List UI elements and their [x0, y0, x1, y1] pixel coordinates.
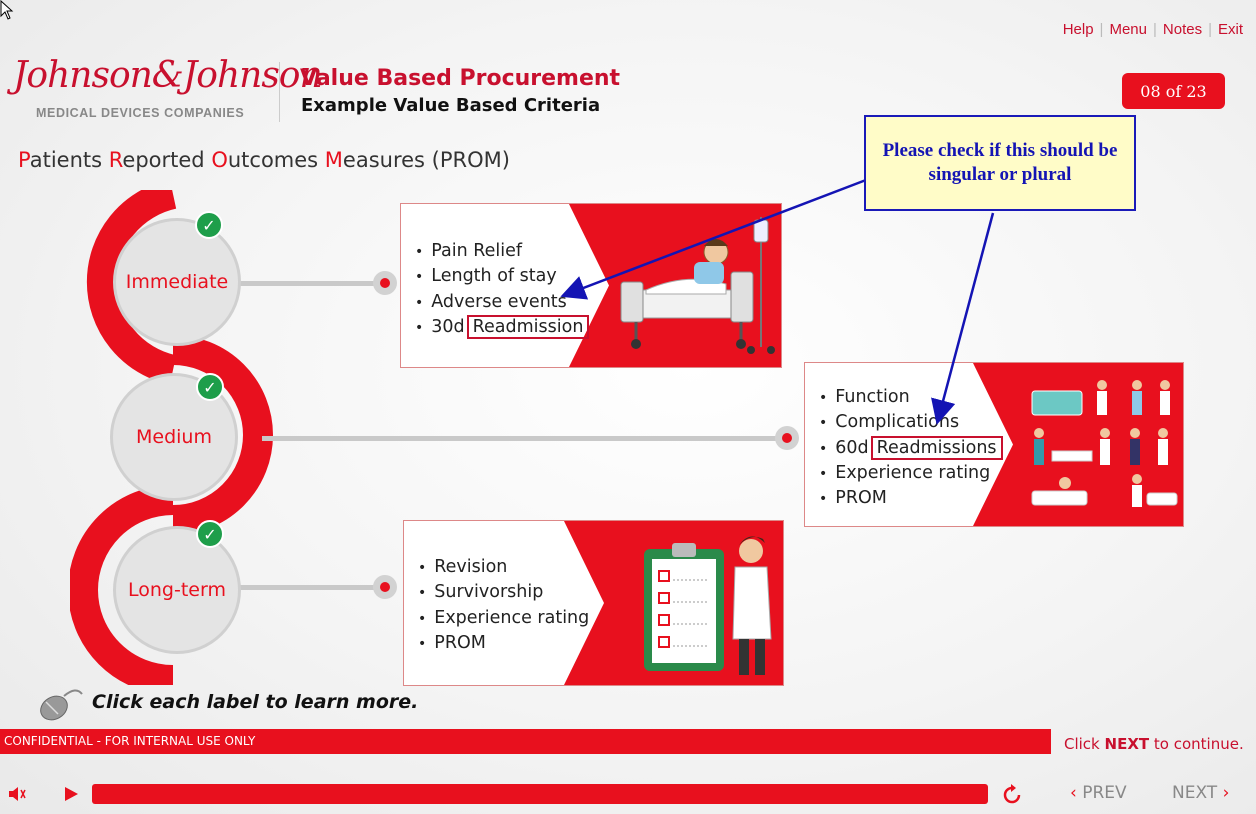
medium-node	[775, 426, 799, 450]
longterm-card: Revision Survivorship Experience rating …	[403, 520, 784, 686]
check-icon: ✓	[196, 520, 224, 548]
volume-icon[interactable]	[7, 784, 27, 804]
header-divider	[279, 62, 280, 122]
immediate-card: Pain Relief Length of stay Adverse event…	[400, 203, 782, 368]
doctor-clipboard-illustration	[644, 536, 772, 675]
chevron-left-icon: ‹	[1070, 783, 1077, 803]
top-links: Help | Menu | Notes | Exit	[1062, 21, 1243, 38]
list-item: Survivorship	[418, 580, 589, 605]
confidential-banner: CONFIDENTIAL - FOR INTERNAL USE ONLY	[0, 729, 1051, 754]
timeline-curve	[70, 190, 273, 685]
medium-connector	[262, 436, 782, 441]
list-item: Function	[819, 385, 1003, 410]
notes-link[interactable]: Notes	[1162, 21, 1203, 38]
mouse-cursor-icon	[0, 0, 14, 20]
longterm-connector	[238, 585, 378, 590]
immediate-node	[373, 271, 397, 295]
mouse-icon	[40, 689, 83, 721]
progress-bar[interactable]	[92, 784, 988, 804]
chevron-right-icon: ›	[1222, 783, 1230, 803]
review-comment-callout: Please check if this should be singular …	[864, 115, 1136, 211]
stage-label: Immediate	[125, 271, 229, 293]
immediate-connector	[238, 281, 378, 286]
prev-button[interactable]: ‹ PREV	[1070, 783, 1127, 803]
list-item: Length of stay	[415, 264, 589, 289]
exit-link[interactable]: Exit	[1217, 21, 1243, 38]
list-item: Adverse events	[415, 290, 589, 315]
immediate-list: Pain Relief Length of stay Adverse event…	[415, 239, 590, 340]
list-item: PROM	[418, 631, 589, 656]
stage-immediate-button[interactable]: Immediate	[113, 218, 241, 346]
longterm-node	[373, 575, 397, 599]
highlighted-term: Readmission	[466, 314, 590, 339]
highlighted-term: Readmissions	[870, 435, 1003, 460]
check-icon: ✓	[196, 373, 224, 401]
list-item: Complications	[819, 410, 1003, 435]
list-item: Experience rating	[418, 606, 589, 631]
page-title: Example Value Based Criteria	[301, 95, 601, 116]
check-icon: ✓	[195, 211, 223, 239]
list-item: Pain Relief	[415, 239, 589, 264]
stage-label: Medium	[136, 426, 212, 448]
list-item: PROM	[819, 486, 1003, 511]
company-logo-subtitle: MEDICAL DEVICES COMPANIES	[36, 106, 245, 120]
longterm-list: Revision Survivorship Experience rating …	[418, 555, 589, 656]
patients-recovery-illustration	[1031, 380, 1178, 507]
menu-link[interactable]: Menu	[1109, 21, 1147, 38]
next-button[interactable]: NEXT ›	[1172, 783, 1230, 803]
company-logo: Johnson&Johnson	[13, 55, 323, 96]
continue-hint: Click NEXT to continue.	[1064, 735, 1244, 753]
stage-longterm-button[interactable]: Long-term	[113, 526, 241, 654]
help-link[interactable]: Help	[1062, 21, 1094, 38]
stage-label: Long-term	[128, 579, 226, 601]
section-heading: Patients Reported Outcomes Measures (PRO…	[18, 148, 510, 172]
list-item: Revision	[418, 555, 589, 580]
hospital-bed-illustration	[620, 217, 775, 354]
replay-icon[interactable]	[1000, 783, 1024, 807]
list-item: Experience rating	[819, 461, 1003, 486]
play-icon[interactable]	[62, 785, 80, 803]
instruction-text: Click each label to learn more.	[92, 691, 419, 713]
page-indicator: 08 of 23	[1122, 73, 1225, 109]
course-title: Value Based Procurement	[300, 66, 621, 91]
